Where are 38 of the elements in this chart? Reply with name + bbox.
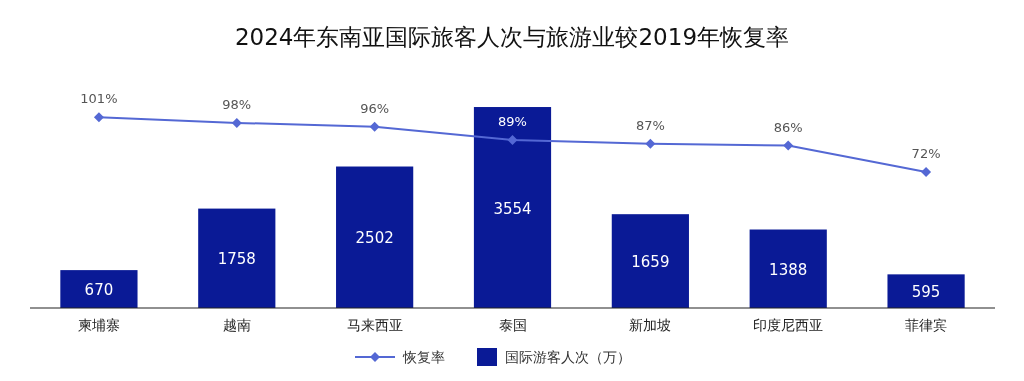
data-label: 89% <box>498 113 527 129</box>
data-label: 96% <box>360 100 390 116</box>
data-label: 1388 <box>769 260 808 279</box>
legend-label: 国际游客人次（万） <box>505 349 631 365</box>
chart-title: 2024年东南亚国际旅客人次与旅游业较2019年恢复率 <box>234 24 790 50</box>
data-label: 98% <box>222 96 252 112</box>
x-tick-label: 泰国 <box>498 317 527 333</box>
data-label: 3554 <box>493 199 532 218</box>
data-label: 1659 <box>631 253 670 272</box>
bar <box>198 208 276 308</box>
point <box>783 140 794 151</box>
legend-label: 恢复率 <box>402 349 445 365</box>
data-label: 101% <box>80 91 118 107</box>
x-tick-label: 马来西亚 <box>346 317 403 333</box>
point <box>369 121 380 132</box>
bar <box>336 166 414 308</box>
bar <box>887 274 965 308</box>
point <box>507 134 518 145</box>
data-label: 87% <box>635 117 665 133</box>
data-label: 1758 <box>217 250 256 269</box>
x-tick-label: 新加坡 <box>629 317 672 333</box>
point <box>93 112 104 123</box>
bar <box>611 214 689 308</box>
bar <box>473 107 552 308</box>
data-label: 2502 <box>355 229 394 248</box>
data-label: 86% <box>773 119 803 135</box>
x-tick-label: 印度尼西亚 <box>753 317 824 333</box>
data-label: 72% <box>911 146 941 162</box>
point <box>231 117 242 128</box>
data-label: 595 <box>911 283 941 302</box>
point <box>921 167 932 178</box>
bar <box>749 229 827 308</box>
data-label: 670 <box>84 281 114 300</box>
x-tick-label: 柬埔寨 <box>77 317 120 333</box>
point <box>645 138 656 149</box>
x-tick-label: 越南 <box>222 317 251 333</box>
x-tick-label: 菲律宾 <box>905 317 948 333</box>
bar <box>60 270 138 308</box>
